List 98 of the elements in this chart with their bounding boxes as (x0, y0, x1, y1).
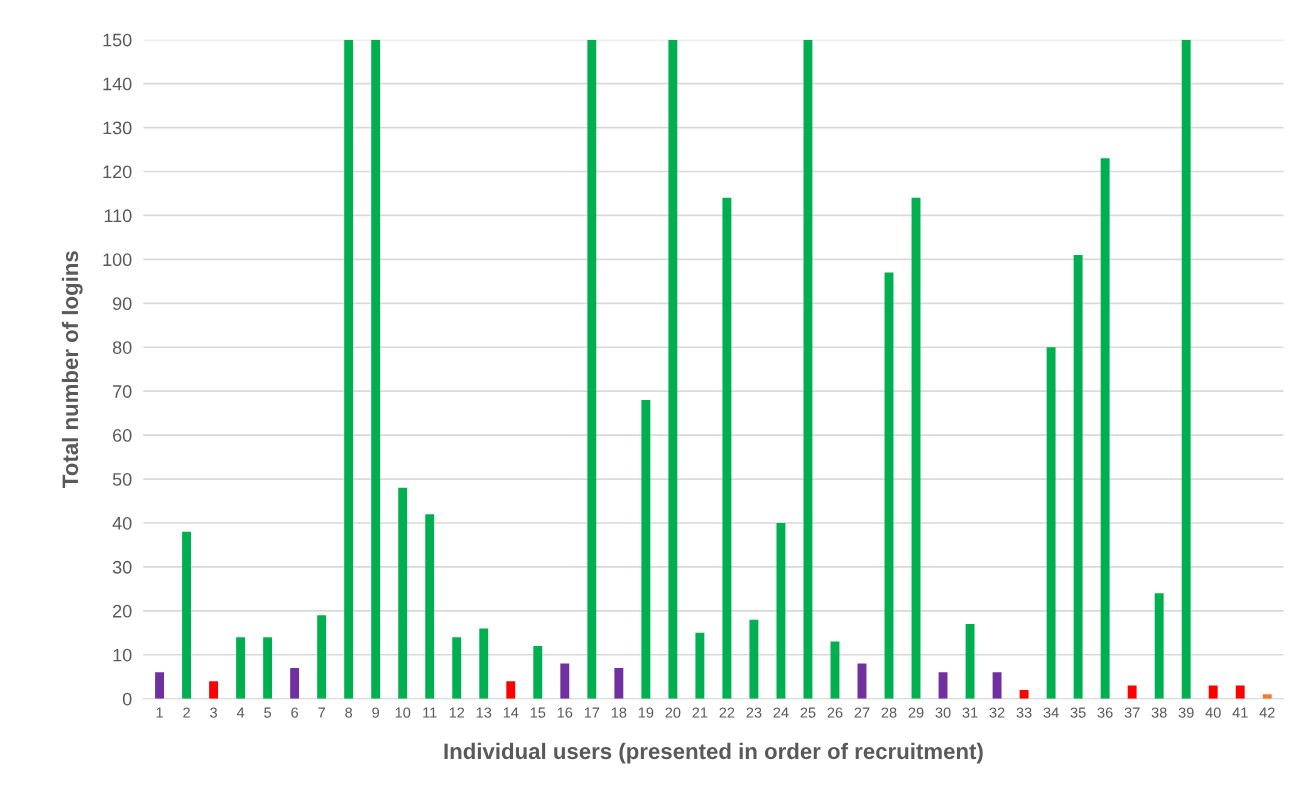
bar (155, 672, 164, 699)
bar (1154, 593, 1164, 699)
bar (398, 487, 408, 699)
x-tick-label: 11 (423, 707, 437, 718)
bar (587, 39, 597, 699)
bar (236, 637, 246, 699)
x-tick-label: 28 (881, 707, 897, 718)
bar (911, 197, 921, 699)
x-tick-label: 12 (449, 707, 465, 718)
y-tick-label: 140 (103, 77, 132, 91)
bar (695, 632, 705, 699)
bar (479, 628, 489, 699)
x-tick-label: 4 (236, 707, 245, 718)
bar (182, 531, 192, 699)
x-tick-label: 40 (1205, 707, 1221, 718)
bar (668, 39, 678, 699)
x-tick-label: 36 (1097, 707, 1113, 718)
y-tick-label: 120 (103, 165, 132, 179)
x-tick-label: 25 (800, 707, 816, 718)
x-tick-label: 21 (692, 707, 708, 718)
x-tick-label: 24 (773, 707, 789, 718)
x-tick-label: 3 (210, 707, 217, 718)
x-tick-label: 10 (395, 707, 411, 718)
bar (1181, 39, 1191, 699)
y-tick-label: 50 (112, 472, 132, 486)
bar (263, 637, 273, 699)
bar (209, 681, 219, 699)
bar (1208, 685, 1218, 699)
x-tick-label: 7 (318, 707, 325, 718)
x-tick-label: 35 (1070, 707, 1086, 718)
y-tick-label: 0 (122, 692, 132, 706)
x-tick-label: 19 (638, 707, 654, 718)
y-axis-title: Total number of logins (61, 251, 83, 488)
y-tick-label: 150 (103, 33, 132, 47)
bar (317, 615, 327, 699)
bar (776, 522, 786, 699)
bar (290, 667, 300, 699)
bar (1127, 685, 1137, 699)
x-tick-label: 6 (291, 707, 299, 718)
y-tick-label: 100 (103, 253, 132, 267)
y-tick-label: 60 (113, 429, 132, 442)
bar (1046, 347, 1056, 699)
bar (1100, 158, 1110, 699)
y-tick-label: 70 (113, 385, 132, 398)
x-tick-label: 15 (530, 707, 546, 718)
x-tick-label: 39 (1178, 707, 1194, 718)
bar (722, 197, 732, 699)
bar (992, 672, 1002, 699)
x-tick-label: 41 (1232, 707, 1248, 718)
bar (425, 514, 435, 699)
x-tick-label: 37 (1124, 707, 1140, 718)
x-tick-label: 26 (827, 707, 843, 718)
bar (1262, 694, 1272, 699)
x-tick-label: 29 (908, 707, 924, 718)
x-tick-label: 18 (611, 707, 627, 718)
x-tick-label: 1 (156, 707, 163, 718)
x-tick-label: 38 (1151, 707, 1167, 718)
bar (614, 667, 624, 699)
bar (452, 637, 462, 699)
bar (533, 646, 543, 699)
bar (560, 663, 570, 699)
bar (506, 681, 516, 699)
x-tick-label: 14 (503, 707, 519, 718)
y-tick-label: 30 (112, 560, 132, 574)
y-tick-label: 10 (113, 648, 132, 662)
bar (965, 624, 975, 699)
bar (1235, 685, 1245, 699)
y-tick-label: 20 (113, 604, 132, 618)
x-tick-label: 32 (989, 707, 1005, 718)
y-tick-label: 110 (104, 209, 132, 223)
x-tick-label: 20 (665, 707, 681, 718)
x-tick-label: 30 (935, 707, 951, 718)
x-tick-label: 17 (584, 707, 600, 718)
bar (371, 39, 381, 699)
y-tick-label: 90 (112, 297, 132, 311)
x-tick-label: 27 (854, 707, 870, 718)
bar (344, 39, 354, 699)
x-tick-label: 13 (476, 707, 492, 718)
x-tick-label: 9 (372, 707, 380, 718)
x-tick-label: 33 (1016, 707, 1032, 718)
y-tick-label: 80 (112, 341, 132, 354)
y-tick-label: 40 (112, 516, 132, 530)
x-tick-label: 5 (264, 707, 272, 718)
bar (1073, 254, 1083, 699)
x-axis-title: Individual users (presented in order of recruitment) (444, 742, 983, 764)
y-tick-label: 130 (103, 121, 132, 135)
x-tick-label: 8 (345, 707, 353, 718)
bar (641, 399, 651, 699)
x-tick-label: 42 (1259, 707, 1275, 718)
x-tick-label: 34 (1043, 707, 1059, 718)
x-tick-label: 31 (962, 707, 978, 718)
bar (1019, 689, 1029, 699)
x-tick-label: 2 (183, 707, 190, 718)
x-tick-label: 16 (557, 707, 573, 718)
x-tick-label: 22 (719, 707, 735, 718)
bar (803, 39, 813, 699)
bar (749, 619, 759, 699)
x-tick-label: 23 (746, 707, 762, 718)
